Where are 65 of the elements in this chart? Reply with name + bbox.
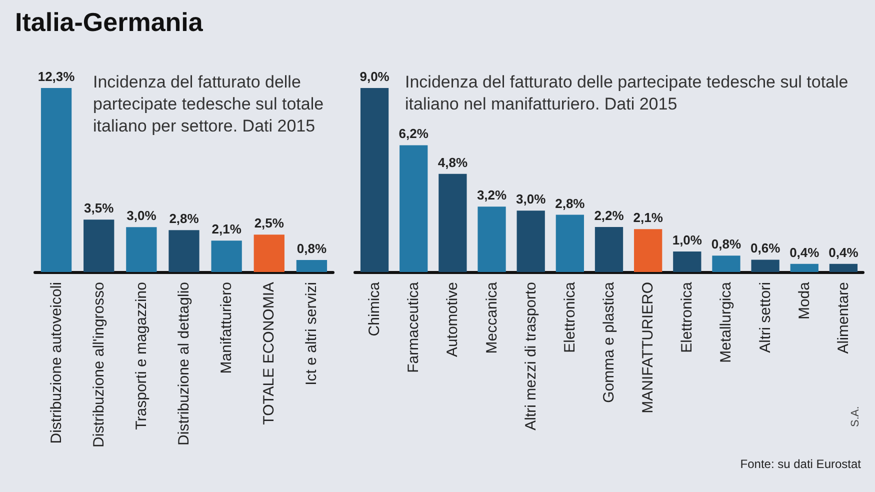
x-tick-label: Metallurgica bbox=[718, 281, 735, 363]
bar bbox=[438, 174, 467, 272]
x-tick-label: Gomma e plastica bbox=[600, 281, 618, 403]
x-tick-label: MANIFATTURIERO bbox=[640, 282, 657, 414]
x-tick-label: Distribuzione al dettaglio bbox=[176, 282, 192, 446]
data-label: 2,1% bbox=[212, 222, 242, 237]
chart-title: Italia-Germania bbox=[15, 7, 204, 37]
x-tick-label: Farmaceutica bbox=[405, 281, 422, 373]
data-label: 2,8% bbox=[555, 196, 586, 211]
data-label: 1,0% bbox=[672, 232, 702, 248]
bar bbox=[254, 234, 284, 272]
x-tick-label: Meccanica bbox=[483, 281, 500, 354]
data-label: 2,8% bbox=[169, 211, 200, 226]
source-note: Fonte: su dati Eurostat bbox=[740, 457, 862, 471]
bar bbox=[829, 264, 858, 272]
bar bbox=[211, 240, 242, 272]
text: S.A. bbox=[850, 406, 862, 427]
data-label: 3,0% bbox=[126, 208, 157, 224]
data-label: 0,8% bbox=[711, 236, 742, 252]
x-tick-label: Ict e altri servizi bbox=[303, 282, 320, 386]
bar bbox=[516, 210, 545, 272]
x-tick-label: Altri mezzi di trasporto bbox=[522, 282, 540, 430]
data-label: 0,8% bbox=[296, 241, 327, 256]
x-tick-label: Moda bbox=[796, 281, 813, 320]
bar bbox=[126, 227, 157, 272]
bar bbox=[84, 220, 114, 272]
bar bbox=[478, 206, 506, 272]
x-tick-label: Chimica bbox=[366, 281, 384, 336]
data-label: 0,6% bbox=[750, 240, 781, 256]
bar bbox=[40, 88, 72, 272]
bar bbox=[400, 145, 428, 272]
data-label: 3,5% bbox=[84, 200, 114, 216]
data-label: 2,1% bbox=[633, 210, 664, 226]
x-tick-label: Distribuzione all'ingrosso bbox=[90, 282, 108, 448]
data-label: 4,8% bbox=[438, 154, 468, 170]
x-tick-label: Elettronica bbox=[561, 281, 578, 353]
x-tick-label: Altri settori bbox=[756, 282, 774, 353]
data-label: 3,2% bbox=[476, 188, 508, 203]
x-tick-label: Distribuzione autoveicoli bbox=[48, 282, 65, 444]
data-label: 6,2% bbox=[398, 126, 429, 142]
bar bbox=[634, 229, 662, 272]
data-label: 2,2% bbox=[594, 208, 624, 224]
chart-subtitle: Incidenza del fatturato delle partecipate tedesche sul totale italiano nel manifatturiero. Dati 2015 bbox=[405, 72, 853, 114]
bar bbox=[790, 264, 818, 272]
bar bbox=[751, 260, 780, 272]
x-tick-label: Automotive bbox=[444, 282, 462, 358]
bar bbox=[712, 256, 740, 272]
bar bbox=[360, 88, 389, 272]
bar bbox=[594, 227, 624, 272]
x-tick-label: Manifatturiero bbox=[218, 282, 236, 374]
data-label: 2,5% bbox=[254, 216, 284, 231]
chart-subtitle: Incidenza del fatturato delle partecipate tedesche sul totale italiano per settore. Dati 2015 bbox=[93, 72, 328, 136]
data-label: 0,4% bbox=[790, 244, 820, 260]
x-tick-label: Alimentare bbox=[834, 282, 852, 354]
x-tick-label: Trasporti e magazzino bbox=[132, 282, 150, 430]
data-label: 12,3% bbox=[38, 69, 76, 84]
x-tick-label: Elettronica bbox=[678, 281, 696, 353]
bar bbox=[168, 230, 200, 272]
data-label: 9,0% bbox=[360, 69, 390, 84]
bar bbox=[673, 252, 702, 272]
bar bbox=[296, 260, 328, 272]
x-tick-label: TOTALE ECONOMIA bbox=[260, 282, 278, 425]
data-label: 0,4% bbox=[828, 244, 859, 260]
bar bbox=[556, 214, 584, 272]
data-label: 3,0% bbox=[516, 192, 546, 207]
